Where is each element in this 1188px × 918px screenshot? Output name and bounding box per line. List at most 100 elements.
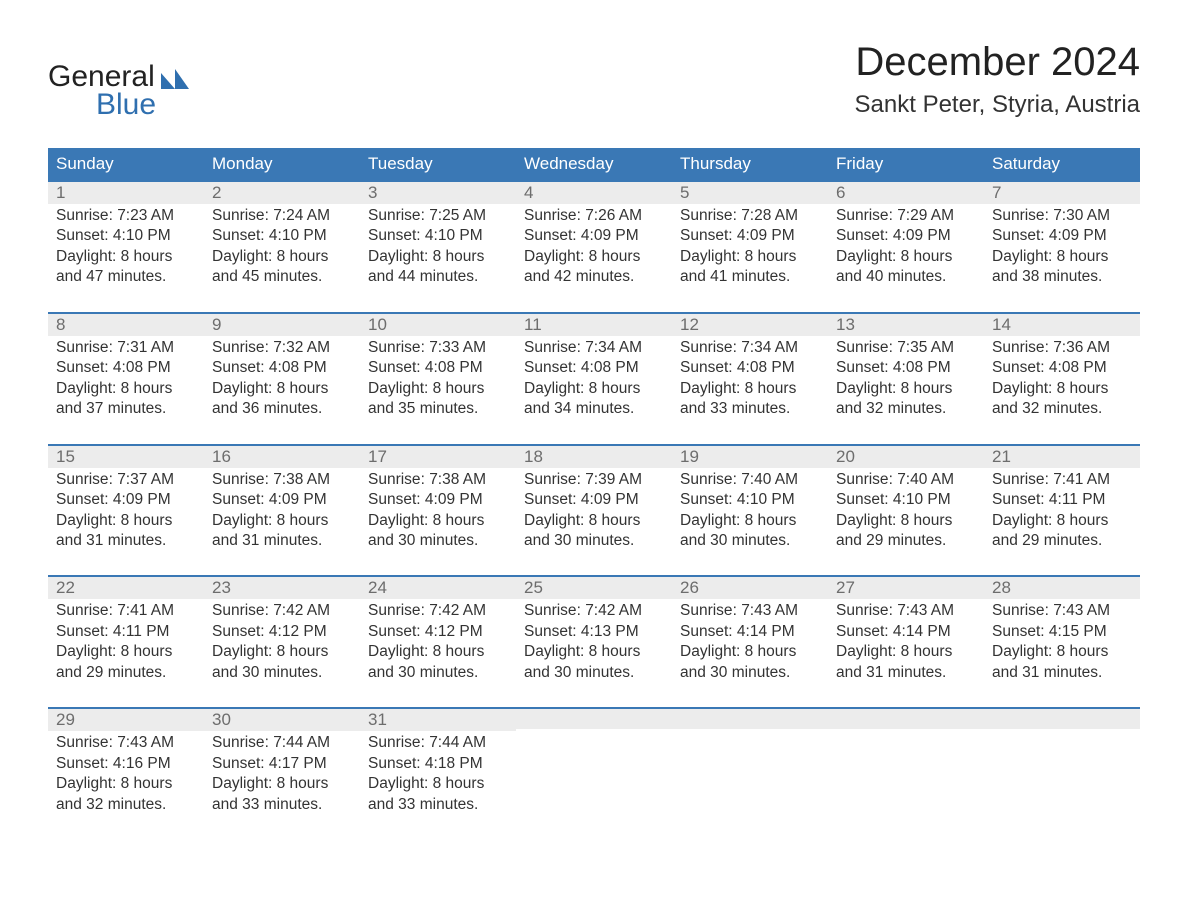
sunset-value: 4:09 PM <box>893 227 951 244</box>
day-info: Sunrise: 7:38 AMSunset: 4:09 PMDaylight:… <box>212 470 352 552</box>
sunset-line: Sunset: 4:08 PM <box>836 358 976 378</box>
day-number: 5 <box>680 183 689 202</box>
day-cell <box>516 709 672 821</box>
sunset-label: Sunset <box>56 755 104 772</box>
sunset-line: Sunset: 4:17 PM <box>212 754 352 774</box>
day-cell: 9Sunrise: 7:32 AMSunset: 4:08 PMDaylight… <box>204 314 360 426</box>
daylight-label: Daylight <box>680 248 736 265</box>
sunset-label: Sunset <box>56 227 104 244</box>
day-info: Sunrise: 7:35 AMSunset: 4:08 PMDaylight:… <box>836 338 976 420</box>
day-info: Sunrise: 7:23 AMSunset: 4:10 PMDaylight:… <box>56 206 196 288</box>
sunrise-line: Sunrise: 7:26 AM <box>524 206 664 226</box>
sunrise-value: 7:29 AM <box>897 207 954 224</box>
sunset-line: Sunset: 4:09 PM <box>368 490 508 510</box>
day-cell: 4Sunrise: 7:26 AMSunset: 4:09 PMDaylight… <box>516 182 672 294</box>
sunset-line: Sunset: 4:10 PM <box>56 226 196 246</box>
sunset-value: 4:09 PM <box>425 491 483 508</box>
day-cell: 17Sunrise: 7:38 AMSunset: 4:09 PMDayligh… <box>360 446 516 558</box>
sunset-line: Sunset: 4:09 PM <box>524 226 664 246</box>
day-cell: 13Sunrise: 7:35 AMSunset: 4:08 PMDayligh… <box>828 314 984 426</box>
sunrise-line: Sunrise: 7:34 AM <box>524 338 664 358</box>
daylight-minutes: 31 <box>866 664 883 681</box>
sunrise-label: Sunrise <box>524 207 577 224</box>
daylight-hours: 8 <box>433 775 442 792</box>
day-number-row: 22 <box>48 577 204 599</box>
sunrise-label: Sunrise <box>680 339 733 356</box>
daylight-hours: 8 <box>121 380 130 397</box>
day-cell: 14Sunrise: 7:36 AMSunset: 4:08 PMDayligh… <box>984 314 1140 426</box>
week-row: 22Sunrise: 7:41 AMSunset: 4:11 PMDayligh… <box>48 575 1140 689</box>
day-number: 13 <box>836 315 855 334</box>
daylight-line: Daylight: 8 hours and 35 minutes. <box>368 379 508 420</box>
day-info: Sunrise: 7:43 AMSunset: 4:15 PMDaylight:… <box>992 601 1132 683</box>
daylight-line: Daylight: 8 hours and 30 minutes. <box>212 642 352 683</box>
daylight-minutes: 31 <box>242 532 259 549</box>
daylight-label: Daylight <box>680 643 736 660</box>
sunset-label: Sunset <box>836 623 884 640</box>
daylight-minutes: 34 <box>554 400 571 417</box>
sunrise-value: 7:35 AM <box>897 339 954 356</box>
daylight-label: Daylight <box>368 248 424 265</box>
day-number-row: 19 <box>672 446 828 468</box>
daylight-line: Daylight: 8 hours and 33 minutes. <box>368 774 508 815</box>
daylight-hours: 8 <box>589 643 598 660</box>
sunset-line: Sunset: 4:16 PM <box>56 754 196 774</box>
sunrise-line: Sunrise: 7:25 AM <box>368 206 508 226</box>
day-number-row: 16 <box>204 446 360 468</box>
day-cell: 11Sunrise: 7:34 AMSunset: 4:08 PMDayligh… <box>516 314 672 426</box>
sunrise-line: Sunrise: 7:39 AM <box>524 470 664 490</box>
sunset-value: 4:08 PM <box>1049 359 1107 376</box>
sunrise-line: Sunrise: 7:43 AM <box>680 601 820 621</box>
sunset-value: 4:13 PM <box>581 623 639 640</box>
daylight-hours: 8 <box>745 512 754 529</box>
day-info: Sunrise: 7:38 AMSunset: 4:09 PMDaylight:… <box>368 470 508 552</box>
sunrise-label: Sunrise <box>992 602 1045 619</box>
day-number: 30 <box>212 710 231 729</box>
sunset-value: 4:10 PM <box>113 227 171 244</box>
sunrise-line: Sunrise: 7:30 AM <box>992 206 1132 226</box>
sunset-line: Sunset: 4:09 PM <box>56 490 196 510</box>
day-number-row: 13 <box>828 314 984 336</box>
sunrise-label: Sunrise <box>56 471 109 488</box>
sunrise-value: 7:25 AM <box>429 207 486 224</box>
day-number: 31 <box>368 710 387 729</box>
daylight-label: Daylight <box>212 775 268 792</box>
sunrise-line: Sunrise: 7:29 AM <box>836 206 976 226</box>
sunrise-label: Sunrise <box>56 207 109 224</box>
daylight-line: Daylight: 8 hours and 34 minutes. <box>524 379 664 420</box>
sunset-label: Sunset <box>836 227 884 244</box>
weekday-header-row: SundayMondayTuesdayWednesdayThursdayFrid… <box>48 148 1140 180</box>
weekday-header: Wednesday <box>516 148 672 180</box>
sunset-label: Sunset <box>992 491 1040 508</box>
sunrise-label: Sunrise <box>836 602 889 619</box>
daylight-line: Daylight: 8 hours and 32 minutes. <box>836 379 976 420</box>
day-number: 26 <box>680 578 699 597</box>
sunset-line: Sunset: 4:11 PM <box>992 490 1132 510</box>
day-number-row-empty <box>516 709 672 729</box>
daylight-line: Daylight: 8 hours and 38 minutes. <box>992 247 1132 288</box>
day-number: 23 <box>212 578 231 597</box>
day-info: Sunrise: 7:42 AMSunset: 4:12 PMDaylight:… <box>368 601 508 683</box>
sunrise-value: 7:37 AM <box>117 471 174 488</box>
daylight-hours: 8 <box>1057 643 1066 660</box>
daylight-line: Daylight: 8 hours and 29 minutes. <box>56 642 196 683</box>
sunrise-value: 7:38 AM <box>273 471 330 488</box>
day-info: Sunrise: 7:40 AMSunset: 4:10 PMDaylight:… <box>680 470 820 552</box>
sunset-label: Sunset <box>368 227 416 244</box>
sunrise-label: Sunrise <box>680 471 733 488</box>
sunrise-value: 7:30 AM <box>1053 207 1110 224</box>
sunrise-label: Sunrise <box>992 471 1045 488</box>
sunrise-label: Sunrise <box>368 734 421 751</box>
daylight-hours: 8 <box>433 512 442 529</box>
sunset-value: 4:08 PM <box>581 359 639 376</box>
daylight-line: Daylight: 8 hours and 36 minutes. <box>212 379 352 420</box>
daylight-hours: 8 <box>277 248 286 265</box>
daylight-hours: 8 <box>745 380 754 397</box>
sunrise-value: 7:36 AM <box>1053 339 1110 356</box>
sunset-value: 4:15 PM <box>1049 623 1107 640</box>
day-cell: 25Sunrise: 7:42 AMSunset: 4:13 PMDayligh… <box>516 577 672 689</box>
day-info: Sunrise: 7:36 AMSunset: 4:08 PMDaylight:… <box>992 338 1132 420</box>
daylight-label: Daylight <box>524 380 580 397</box>
daylight-line: Daylight: 8 hours and 30 minutes. <box>368 642 508 683</box>
day-info: Sunrise: 7:43 AMSunset: 4:14 PMDaylight:… <box>680 601 820 683</box>
